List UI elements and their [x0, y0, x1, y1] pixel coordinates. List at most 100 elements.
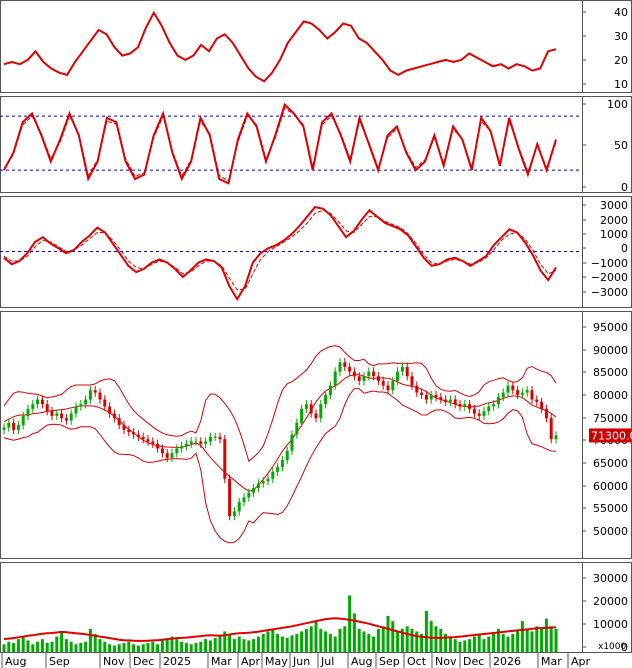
volume-bar: [208, 640, 212, 652]
y-tick-label: 10: [614, 78, 628, 91]
volume-bar: [328, 634, 332, 652]
candle-body: [333, 371, 337, 386]
y-tick-label: 75000: [593, 412, 628, 425]
indicator-1-series-1: [3, 10, 557, 83]
candle-body: [544, 408, 548, 419]
y-tick-label: 30000: [593, 572, 628, 585]
month-label: Dec: [133, 655, 154, 668]
volume-bar: [477, 634, 481, 652]
volume-bar: [242, 639, 246, 652]
volume-bar: [285, 637, 289, 652]
indicator-2-series-1: [3, 102, 557, 185]
last-price-background: [589, 428, 631, 443]
candle-body: [501, 392, 505, 398]
volume-bar: [261, 634, 265, 652]
y-tick-label: 60000: [593, 480, 628, 493]
candle-body: [40, 399, 44, 405]
volume-bar: [237, 636, 241, 652]
volume-bar: [429, 621, 433, 652]
month-label: Oct: [407, 655, 427, 668]
candle-body: [458, 404, 462, 407]
candle-body: [60, 413, 64, 419]
candle-body: [271, 471, 275, 479]
volume-bar: [492, 634, 496, 652]
month-label: Jul: [320, 655, 334, 668]
volume-bar: [175, 639, 179, 652]
month-label: Aug: [351, 655, 372, 668]
volume-bar: [117, 644, 121, 652]
volume-bar: [213, 637, 217, 652]
volume-bar: [45, 643, 49, 652]
candle-body: [228, 478, 232, 517]
candle-body: [103, 399, 107, 407]
candle-body: [2, 427, 6, 430]
candle-body: [7, 422, 11, 428]
volume-bar: [151, 641, 155, 652]
volume-bar: [352, 613, 356, 652]
candle-body: [184, 443, 188, 447]
volume-bar: [141, 644, 145, 652]
candle-body: [136, 434, 140, 437]
candle-body: [410, 376, 414, 386]
y-tick-label: 20000: [593, 595, 628, 608]
volume-bar: [376, 628, 380, 652]
candle-body: [84, 399, 88, 405]
candle-body: [252, 488, 256, 493]
volume-bar: [501, 634, 505, 652]
y-tick-label: 50000: [593, 525, 628, 538]
volume-bar: [540, 628, 544, 652]
volume-bar: [458, 641, 462, 652]
volume-bar: [506, 636, 510, 652]
volume-bar: [204, 639, 208, 652]
candle-body: [530, 390, 534, 400]
candle-body: [319, 404, 323, 419]
month-label: Dec: [463, 655, 484, 668]
candle-body: [232, 511, 236, 517]
candle-body: [496, 397, 500, 405]
volume-bar: [400, 628, 404, 652]
candle-body: [357, 376, 361, 381]
candle-body: [420, 392, 424, 395]
candle-body: [453, 399, 457, 405]
candle-body: [204, 441, 208, 444]
tick-labels: 403020101005003000200010000−1000−2000−30…: [582, 6, 628, 654]
candle-body: [21, 415, 25, 426]
volume-bar: [132, 644, 136, 652]
y-tick-label: 100: [607, 98, 628, 111]
volume-bar: [74, 644, 78, 652]
volume-bar: [12, 643, 16, 652]
y-tick-label: −2000: [591, 271, 628, 284]
volume-bar: [228, 634, 232, 652]
candle-body: [285, 450, 289, 461]
volume-bar: [69, 641, 73, 652]
y-tick-label: 2000: [600, 214, 628, 227]
volume-bar: [271, 628, 275, 652]
candle-body: [434, 394, 438, 398]
volume-bar: [300, 631, 304, 652]
volume-bar: [88, 628, 92, 652]
volume-bar: [549, 626, 553, 652]
y-tick-label: 10000: [593, 618, 628, 631]
volume-bar: [448, 636, 452, 652]
candle-body: [170, 453, 174, 458]
volume-bar: [64, 639, 68, 652]
y-tick-label: 90000: [593, 344, 628, 357]
candle-body: [223, 439, 227, 479]
candle-body: [199, 441, 203, 444]
volume-bar: [444, 634, 448, 652]
volume-bar: [333, 636, 337, 652]
candle-body: [535, 399, 539, 402]
volume-bar: [189, 644, 193, 652]
candle-body: [256, 483, 260, 489]
volume-bar: [381, 626, 385, 652]
candle-body: [213, 436, 217, 438]
candle-body: [98, 392, 102, 400]
candle-body: [16, 425, 20, 430]
candle-body: [160, 448, 164, 454]
volume-bar: [405, 626, 409, 652]
volume-bar: [199, 641, 203, 652]
volume-bar: [295, 634, 299, 652]
candle-body: [492, 404, 496, 407]
candle-body: [295, 422, 299, 435]
